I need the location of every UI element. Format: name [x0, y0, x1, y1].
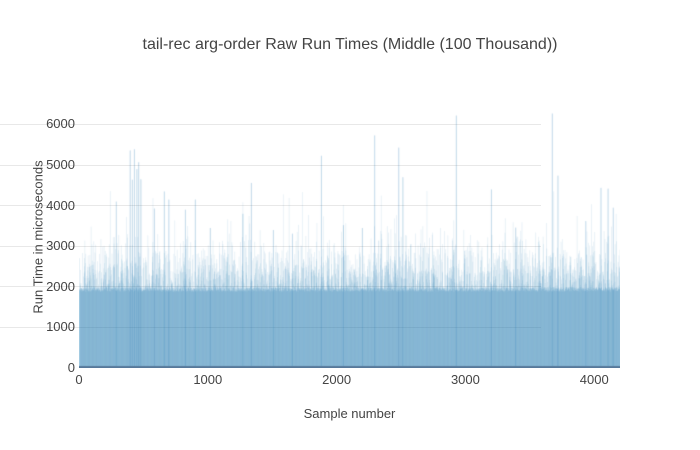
x-tick-label: 2000 — [322, 372, 352, 387]
x-tick-label: 4000 — [579, 372, 609, 387]
y-tick-label: 1000 — [46, 319, 75, 335]
y-tick-label: 3000 — [46, 238, 75, 254]
y-tick-label: 4000 — [46, 197, 75, 213]
x-tick-label: 0 — [75, 372, 83, 387]
y-tick-label: 0 — [67, 360, 75, 375]
chart-title: tail-rec arg-order Raw Run Times (Middle… — [142, 36, 558, 53]
y-tick-label: 2000 — [46, 278, 75, 294]
plot-area[interactable] — [79, 105, 620, 368]
x-tick-label: 3000 — [450, 372, 480, 387]
y-axis-title-text: Run Time in microseconds — [30, 160, 46, 314]
y-tick-label: 6000 — [46, 116, 75, 132]
run-time-bars-canvas[interactable] — [79, 105, 620, 368]
y-tick-label: 5000 — [46, 157, 75, 173]
x-tick-label: 1000 — [193, 372, 223, 387]
x-axis-title: Sample number — [303, 406, 396, 421]
